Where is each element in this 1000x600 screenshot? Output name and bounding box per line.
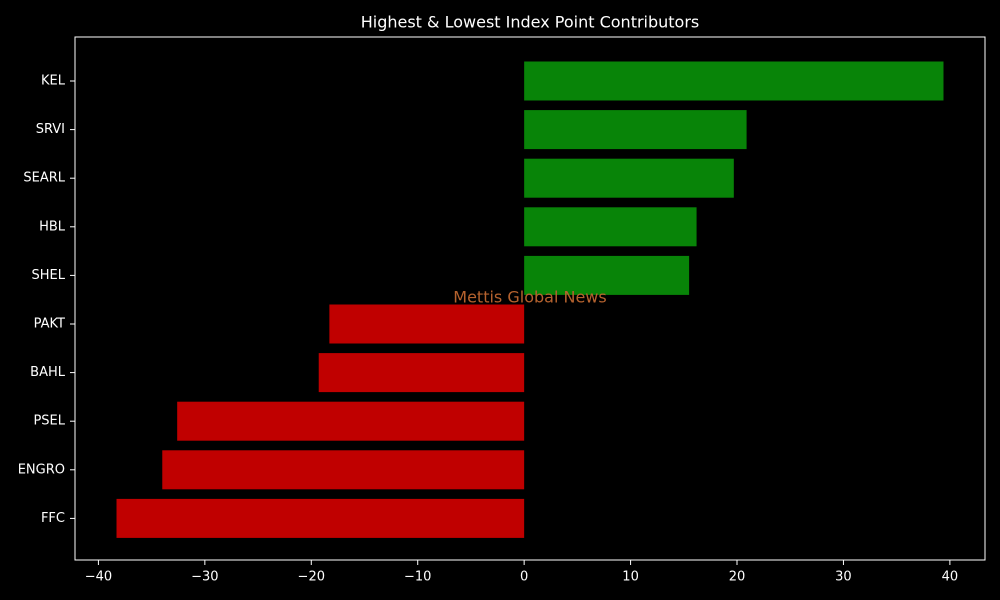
y-tick-label: ENGRO: [18, 462, 65, 477]
chart-title: Highest & Lowest Index Point Contributor…: [361, 13, 700, 32]
bar: [162, 450, 525, 490]
y-tick-label: KEL: [41, 74, 66, 89]
y-tick-label: PAKT: [34, 317, 65, 332]
bar: [177, 401, 525, 441]
bar: [524, 61, 944, 101]
x-tick-label: −10: [404, 570, 431, 585]
x-tick-label: −20: [298, 570, 325, 585]
bar: [524, 207, 697, 247]
x-tick-label: −40: [85, 570, 112, 585]
y-tick-label: SHEL: [32, 268, 66, 283]
x-tick-label: 20: [729, 570, 746, 585]
watermark: Mettis Global News: [453, 288, 606, 307]
y-tick-label: SRVI: [36, 122, 65, 137]
plot-frame: [74, 36, 986, 561]
x-tick-label: 40: [942, 570, 959, 585]
bar: [116, 498, 525, 538]
x-tick-label: 30: [835, 570, 852, 585]
y-tick-label: SEARL: [23, 171, 65, 186]
y-tick-label: PSEL: [33, 414, 65, 429]
bar: [524, 255, 690, 295]
y-tick-label: HBL: [39, 219, 66, 234]
x-tick-label: 10: [622, 570, 639, 585]
bar: [329, 304, 525, 344]
bar: [318, 353, 525, 393]
bar: [524, 110, 747, 150]
y-tick-label: FFC: [41, 511, 65, 526]
x-tick-label: −30: [191, 570, 218, 585]
bar: [524, 158, 734, 198]
y-tick-label: BAHL: [30, 365, 66, 380]
x-tick-label: 0: [520, 570, 528, 585]
